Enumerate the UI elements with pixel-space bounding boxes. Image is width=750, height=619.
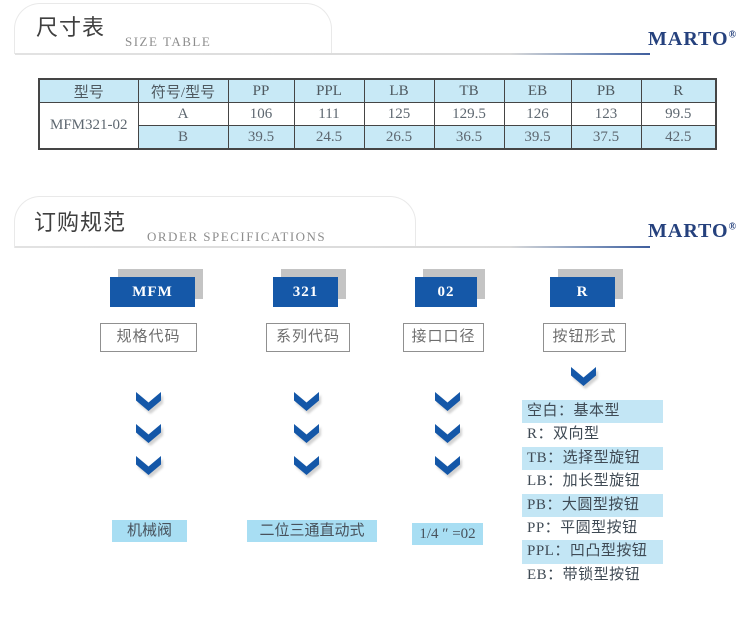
chevron-down-icon <box>136 424 161 443</box>
size-table-title-en: SIZE TABLE <box>125 34 212 49</box>
chevron-stack-col2 <box>294 392 319 475</box>
list-item: EB：带锁型按钮 <box>527 566 641 583</box>
registered-mark: ® <box>728 29 738 41</box>
table-cell: 129.5 <box>433 102 505 126</box>
label-box-series-code: 系列代码 <box>266 323 350 352</box>
table-cell: 125 <box>363 102 435 126</box>
registered-mark: ® <box>728 221 738 233</box>
chevron-down-icon <box>571 367 596 386</box>
chevron-down-icon <box>435 424 460 443</box>
code-box-mfm: MFM <box>110 277 195 307</box>
note-port-size: 1/4 ″ =02 <box>412 523 483 545</box>
table-header-cell: 符号/型号 <box>137 78 229 103</box>
table-cell: 99.5 <box>640 102 717 126</box>
table-cell: 42.5 <box>640 125 717 150</box>
code-box-02: 02 <box>415 277 477 307</box>
table-cell: 39.5 <box>227 125 295 150</box>
label-box-button-type: 按钮形式 <box>543 323 626 352</box>
chevron-stack-col1 <box>136 392 161 475</box>
table-cell: B <box>137 125 229 150</box>
table-header-cell: PP <box>227 78 295 103</box>
table-cell: 126 <box>503 102 572 126</box>
note-valve-function: 二位三通直动式 <box>247 520 377 542</box>
brand-logo: MARTO® <box>648 220 737 243</box>
brand-name: MARTO <box>648 220 729 242</box>
table-cell: 123 <box>570 102 642 126</box>
chevron-down-icon <box>136 392 161 411</box>
chevron-down-icon <box>294 456 319 475</box>
table-header-cell: EB <box>503 78 572 103</box>
label-box-spec-code: 规格代码 <box>100 323 197 352</box>
order-specs-title-en: ORDER SPECIFICATIONS <box>147 229 327 244</box>
brand-name: MARTO <box>648 28 729 50</box>
table-cell: 106 <box>227 102 295 126</box>
chevron-down-icon <box>435 456 460 475</box>
table-header-cell: LB <box>363 78 435 103</box>
chevron-down-icon <box>136 456 161 475</box>
button-type-list: 空白：基本型 R：双向型 TB：选择型旋钮 LB：加长型旋钮 PB：大圆型按钮 … <box>522 400 663 587</box>
table-cell: A <box>137 102 229 126</box>
table-cell: 36.5 <box>433 125 505 150</box>
size-table-title-cn: 尺寸表 <box>36 15 106 40</box>
table-header-cell: PB <box>570 78 642 103</box>
table-cell: 39.5 <box>503 125 572 150</box>
chevron-down-icon <box>435 392 460 411</box>
list-item: TB：选择型旋钮 <box>522 446 663 471</box>
chevron-down-icon <box>294 424 319 443</box>
table-cell: 111 <box>293 102 365 126</box>
list-item: PP：平圆型按钮 <box>527 519 638 536</box>
chevron-stack-col3 <box>435 392 460 475</box>
chevron-down-icon <box>294 392 319 411</box>
table-cell: 37.5 <box>570 125 642 150</box>
list-item: 空白：基本型 <box>522 400 663 424</box>
table-cell: 26.5 <box>363 125 435 150</box>
table-row: MFM321-02 A 106 111 125 129.5 126 123 99… <box>38 102 717 150</box>
order-specs-title-cn: 订购规范 <box>34 210 127 235</box>
section-tab-outline <box>14 196 416 248</box>
table-header-cell: PPL <box>293 78 365 103</box>
code-box-r: R <box>550 277 615 307</box>
list-item: PPL：凹凸型按钮 <box>522 540 663 564</box>
chevron-stack-col4 <box>571 367 596 386</box>
brand-logo: MARTO® <box>648 28 737 51</box>
code-box-321: 321 <box>273 277 338 307</box>
section-divider <box>15 53 650 55</box>
table-header-cell: R <box>640 78 717 103</box>
table-cell: 24.5 <box>293 125 365 150</box>
section-divider <box>15 246 650 248</box>
list-item: R：双向型 <box>527 426 600 443</box>
table-row: B 39.5 24.5 26.5 36.5 39.5 37.5 42.5 <box>39 125 717 150</box>
section-tab-outline <box>14 3 332 54</box>
label-box-port-size: 接口口径 <box>403 323 484 352</box>
table-header-cell: TB <box>433 78 505 103</box>
list-item: PB：大圆型按钮 <box>522 493 663 517</box>
list-item: LB：加长型旋钮 <box>527 473 641 490</box>
model-cell: MFM321-02 <box>38 102 139 150</box>
table-header-row: 型号 符号/型号 PP PPL LB TB EB PB R <box>38 78 717 103</box>
size-table: 型号 符号/型号 PP PPL LB TB EB PB R MFM321-02 … <box>38 78 717 150</box>
note-mechanical-valve: 机械阀 <box>112 520 187 542</box>
table-header-cell: 型号 <box>38 78 139 103</box>
